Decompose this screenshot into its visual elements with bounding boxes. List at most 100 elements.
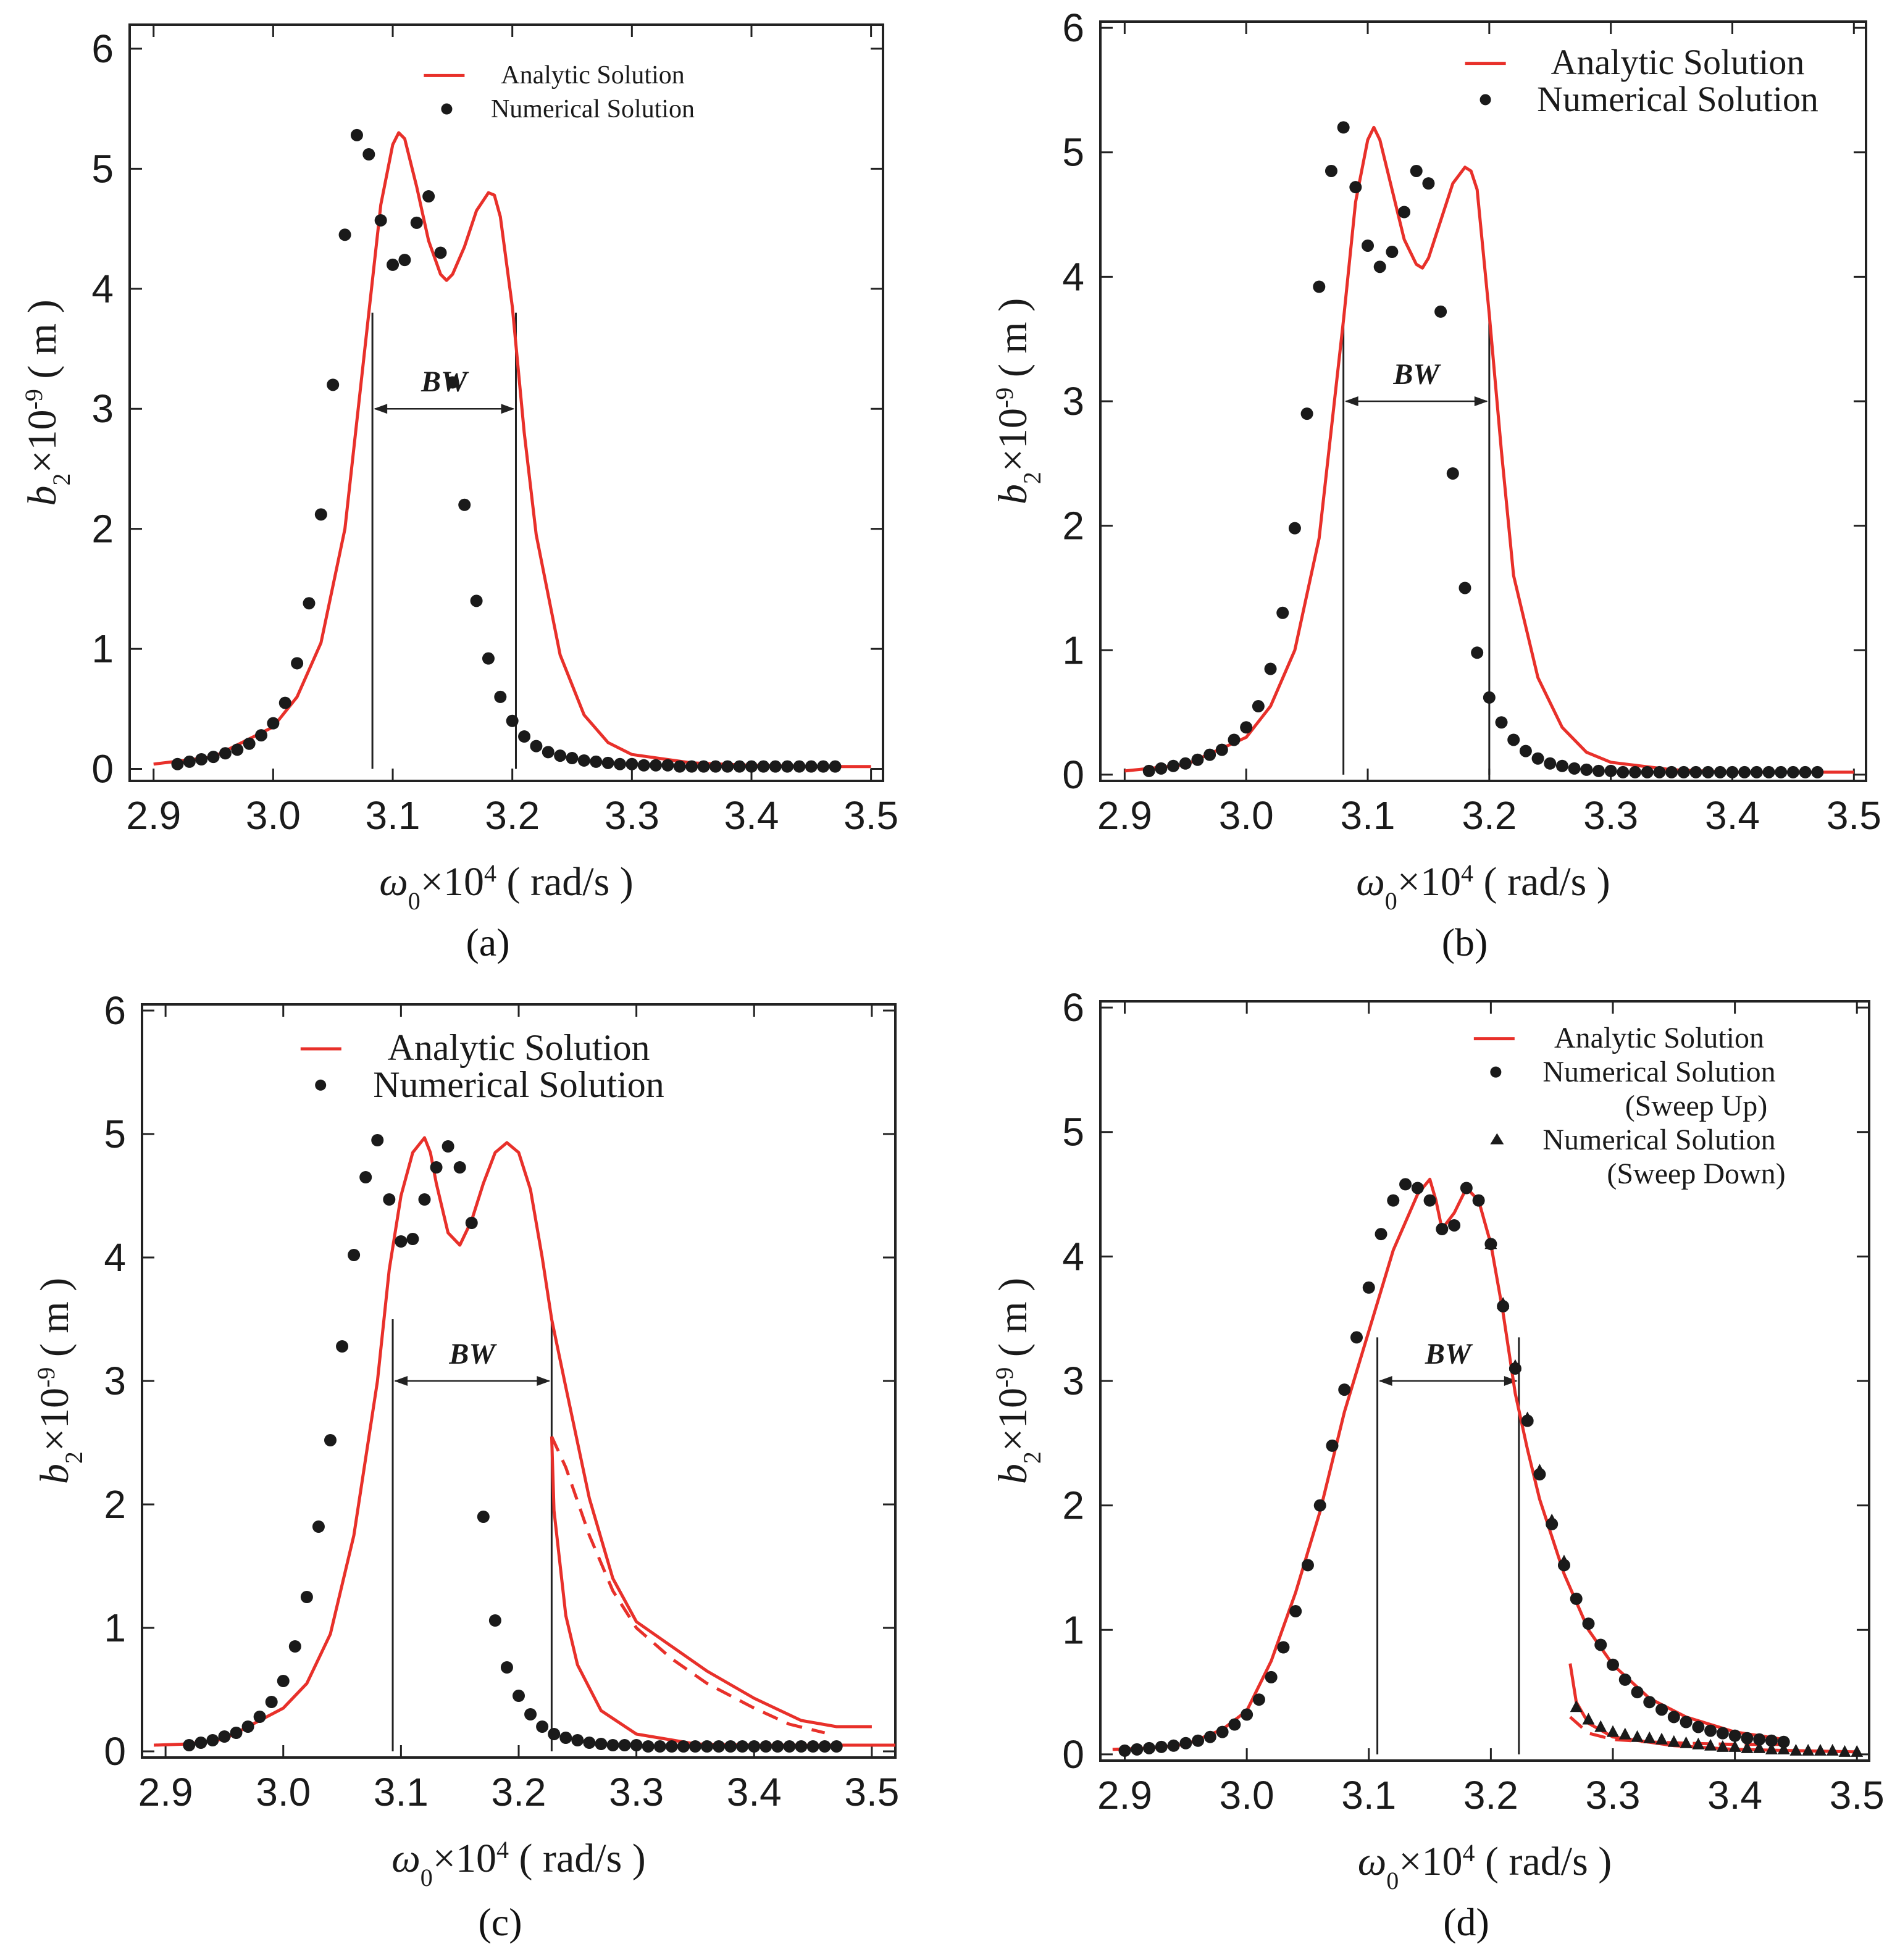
x-tick-label: 3.1 [1341,1773,1396,1817]
numerical-sweep-down-point [1838,1745,1851,1757]
x-tick-label: 3.4 [724,793,779,838]
numerical-point [1765,1734,1778,1747]
y-axis-label-part: b [32,1464,77,1484]
x-tick-label: 3.4 [727,1770,782,1814]
numerical-point [583,1737,596,1749]
numerical-point [713,1740,726,1753]
numerical-point [513,1690,525,1702]
numerical-point [1362,1281,1375,1294]
y-tick-label: 6 [1062,6,1084,50]
numerical-point [265,1696,278,1708]
y-axis-label-part: ×10 [32,1388,77,1451]
y-tick-label: 6 [91,27,114,71]
numerical-point [559,1732,572,1744]
numerical-point [230,1727,243,1739]
numerical-sweep-down-point [1814,1743,1827,1756]
numerical-point [701,1740,713,1753]
legend-label-1: Numerical Solution [373,1064,664,1105]
numerical-point [1555,759,1568,772]
numerical-point [688,1740,701,1753]
legend-label-1: Numerical Solution [1537,79,1818,119]
numerical-point [771,1740,784,1753]
y-tick-label: 0 [104,1729,126,1774]
numerical-point [1386,246,1399,259]
x-tick-label: 3.4 [1707,1773,1762,1817]
numerical-sweep-down-point [1692,1737,1705,1749]
numerical-point [595,1738,608,1750]
numerical-point [422,190,435,203]
analytic-dashed-line [550,1435,826,1735]
numerical-point [1775,765,1788,778]
bw-label: BW [1392,358,1441,391]
legend-dot-swatch [1479,94,1491,106]
numerical-point [566,752,579,765]
numerical-point [1448,1219,1461,1232]
numerical-point [1375,1228,1387,1241]
numerical-point [277,1675,290,1687]
x-axis-label-part: ω [391,1836,421,1881]
numerical-point [1726,765,1739,778]
numerical-point [1410,164,1423,177]
numerical-point [1531,752,1544,765]
numerical-point [207,751,220,764]
y-axis-label: b2×10-9 ( m ) [20,299,75,506]
bw-arrow-right-head [1504,1376,1518,1386]
numerical-point [548,1728,561,1740]
numerical-point [395,1235,408,1248]
numerical-point [1631,1686,1644,1699]
x-axis-label-part: ω [1356,859,1385,904]
bw-arrow-left-head [374,404,388,414]
numerical-point [1118,1744,1131,1757]
x-axis-label: ω0×104 ( rad/s ) [391,1836,646,1891]
numerical-point [1653,765,1666,778]
y-axis-label-part: b [990,1464,1036,1484]
numerical-point [1228,1718,1241,1731]
numerical-point [327,378,340,391]
analytic-line [1112,1177,1785,1751]
numerical-point [1582,1617,1595,1630]
numerical-sweep-down-point [1557,1554,1570,1567]
numerical-point [793,760,806,773]
numerical-sweep-down-point [1607,1725,1619,1737]
numerical-point [371,1134,384,1146]
y-tick-label: 5 [104,1112,126,1156]
numerical-point [1741,1732,1754,1745]
numerical-point [748,1740,761,1753]
numerical-point [442,1140,454,1153]
y-tick-label: 3 [104,1359,126,1403]
x-tick-label: 2.9 [1097,1773,1152,1817]
numerical-point [303,597,316,610]
numerical-point [195,753,208,765]
y-tick-label: 2 [1062,504,1084,548]
numerical-point [374,214,387,227]
bw-arrow-right-head [1474,396,1488,406]
numerical-point [830,1740,843,1753]
x-tick-label: 3.1 [374,1770,429,1814]
numerical-point [806,1740,819,1753]
numerical-sweep-down-point [1570,1700,1583,1712]
panel-label: (a) [466,920,509,964]
numerical-point [300,1591,313,1603]
numerical-point [243,737,256,750]
numerical-point [359,1171,372,1183]
x-tick-label: 3.0 [256,1770,311,1814]
numerical-sweep-down-point [1582,1712,1595,1725]
x-tick-label: 2.9 [1097,793,1152,838]
numerical-point [530,740,543,753]
y-tick-label: 4 [104,1235,126,1280]
numerical-point [1325,164,1337,177]
x-axis-label-part: 4 [1461,859,1473,887]
numerical-point [1629,765,1642,778]
numerical-sweep-down-point [1728,1740,1741,1752]
numerical-point [1495,716,1508,729]
numerical-point [278,696,291,709]
numerical-point [1714,765,1726,778]
numerical-point [1786,765,1799,778]
numerical-sweep-down-point [1704,1738,1717,1751]
numerical-point [818,1740,831,1753]
y-tick-label: 1 [1062,1608,1084,1652]
numerical-point [183,1739,196,1751]
y-axis-label-part: -9 [20,389,48,409]
numerical-point [1337,121,1350,134]
